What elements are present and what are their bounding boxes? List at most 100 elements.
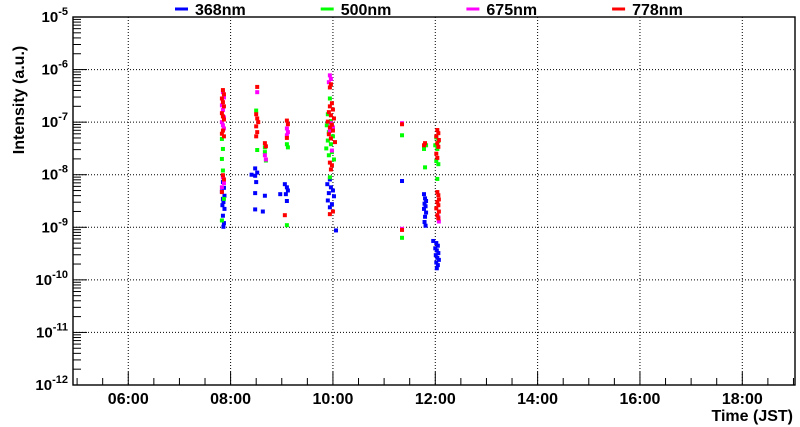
data-point (262, 193, 267, 198)
legend-label-368nm: 368nm (195, 2, 246, 19)
data-point (436, 251, 441, 256)
data-point (434, 260, 439, 265)
data-point (249, 172, 254, 177)
data-point (435, 255, 440, 260)
data-point (222, 193, 227, 198)
data-point (220, 88, 225, 93)
data-point (326, 132, 331, 137)
y-axis-title: Intensity (a.u.) (11, 46, 28, 154)
data-point (219, 96, 224, 101)
data-point (255, 130, 260, 135)
y-tick-label: 10-9 (42, 216, 68, 236)
data-point (436, 162, 441, 167)
y-tick-label: 10-11 (36, 321, 68, 341)
data-point (422, 143, 427, 148)
data-point (329, 202, 334, 207)
data-point (220, 168, 225, 173)
data-point (254, 134, 259, 139)
data-point (327, 160, 332, 165)
data-point (221, 134, 226, 139)
data-point (328, 113, 333, 118)
data-point (328, 142, 333, 147)
data-point (436, 209, 441, 214)
data-point (220, 114, 225, 119)
data-point (326, 191, 331, 196)
data-point (282, 213, 287, 218)
data-point (284, 118, 289, 123)
data-point (284, 135, 289, 140)
data-point (433, 143, 438, 148)
data-point (221, 104, 226, 109)
data-point (433, 253, 438, 258)
data-point (435, 141, 440, 146)
data-point (328, 185, 333, 190)
data-point (422, 206, 427, 211)
x-tick-label: 14:00 (517, 391, 558, 408)
data-point (435, 128, 440, 133)
legend-label-778nm: 778nm (632, 2, 683, 19)
x-tick-label: 18:00 (722, 391, 763, 408)
data-point (220, 175, 225, 180)
data-point (221, 177, 226, 182)
plot-frame (72, 16, 796, 386)
data-point (327, 104, 332, 109)
data-point (327, 175, 332, 180)
data-point (220, 128, 225, 133)
data-point (253, 207, 258, 212)
data-point (424, 143, 429, 148)
data-point (424, 199, 429, 203)
data-point (221, 181, 226, 186)
data-point (327, 205, 332, 210)
data-point (328, 119, 333, 124)
data-point (325, 182, 330, 187)
data-point (334, 228, 339, 233)
data-point (221, 221, 226, 226)
y-tick-label: 10-5 (42, 6, 68, 26)
data-point (423, 214, 428, 219)
data-point (434, 206, 439, 211)
data-point (254, 112, 259, 117)
data-point (219, 156, 224, 161)
data-point (325, 198, 330, 203)
data-point (284, 185, 289, 190)
data-point (253, 191, 258, 196)
data-point (282, 182, 287, 187)
gridlines (73, 17, 795, 385)
y-tick-label: 10-10 (35, 269, 68, 289)
data-point (400, 227, 405, 232)
data-point (435, 176, 440, 181)
legend-label-500nm: 500nm (341, 2, 392, 19)
data-point (221, 95, 226, 100)
data-point (219, 103, 224, 108)
data-point (255, 116, 260, 121)
data-point (284, 199, 289, 203)
data-point (219, 120, 224, 125)
data-point (221, 200, 226, 205)
data-point (253, 166, 258, 171)
data-point (329, 101, 334, 106)
data-point (256, 120, 261, 125)
data-point (436, 219, 441, 224)
data-point (219, 136, 224, 141)
data-point (326, 153, 331, 158)
data-point (329, 148, 334, 153)
data-point (330, 209, 335, 214)
data-point (330, 107, 335, 112)
data-point (324, 146, 329, 151)
data-point (220, 146, 225, 151)
data-point (262, 141, 267, 146)
data-point (220, 173, 225, 178)
data-point (332, 140, 337, 145)
data-point (253, 173, 258, 178)
y-tick-label: 10-12 (35, 374, 68, 394)
data-point (423, 204, 428, 209)
data-point (285, 122, 290, 127)
data-point (220, 213, 225, 218)
series-368nm (219, 166, 441, 271)
data-point (220, 100, 225, 105)
data-point (422, 220, 427, 225)
data-point (284, 133, 289, 138)
data-point (327, 129, 332, 134)
data-point (436, 197, 441, 202)
data-point (328, 77, 333, 82)
